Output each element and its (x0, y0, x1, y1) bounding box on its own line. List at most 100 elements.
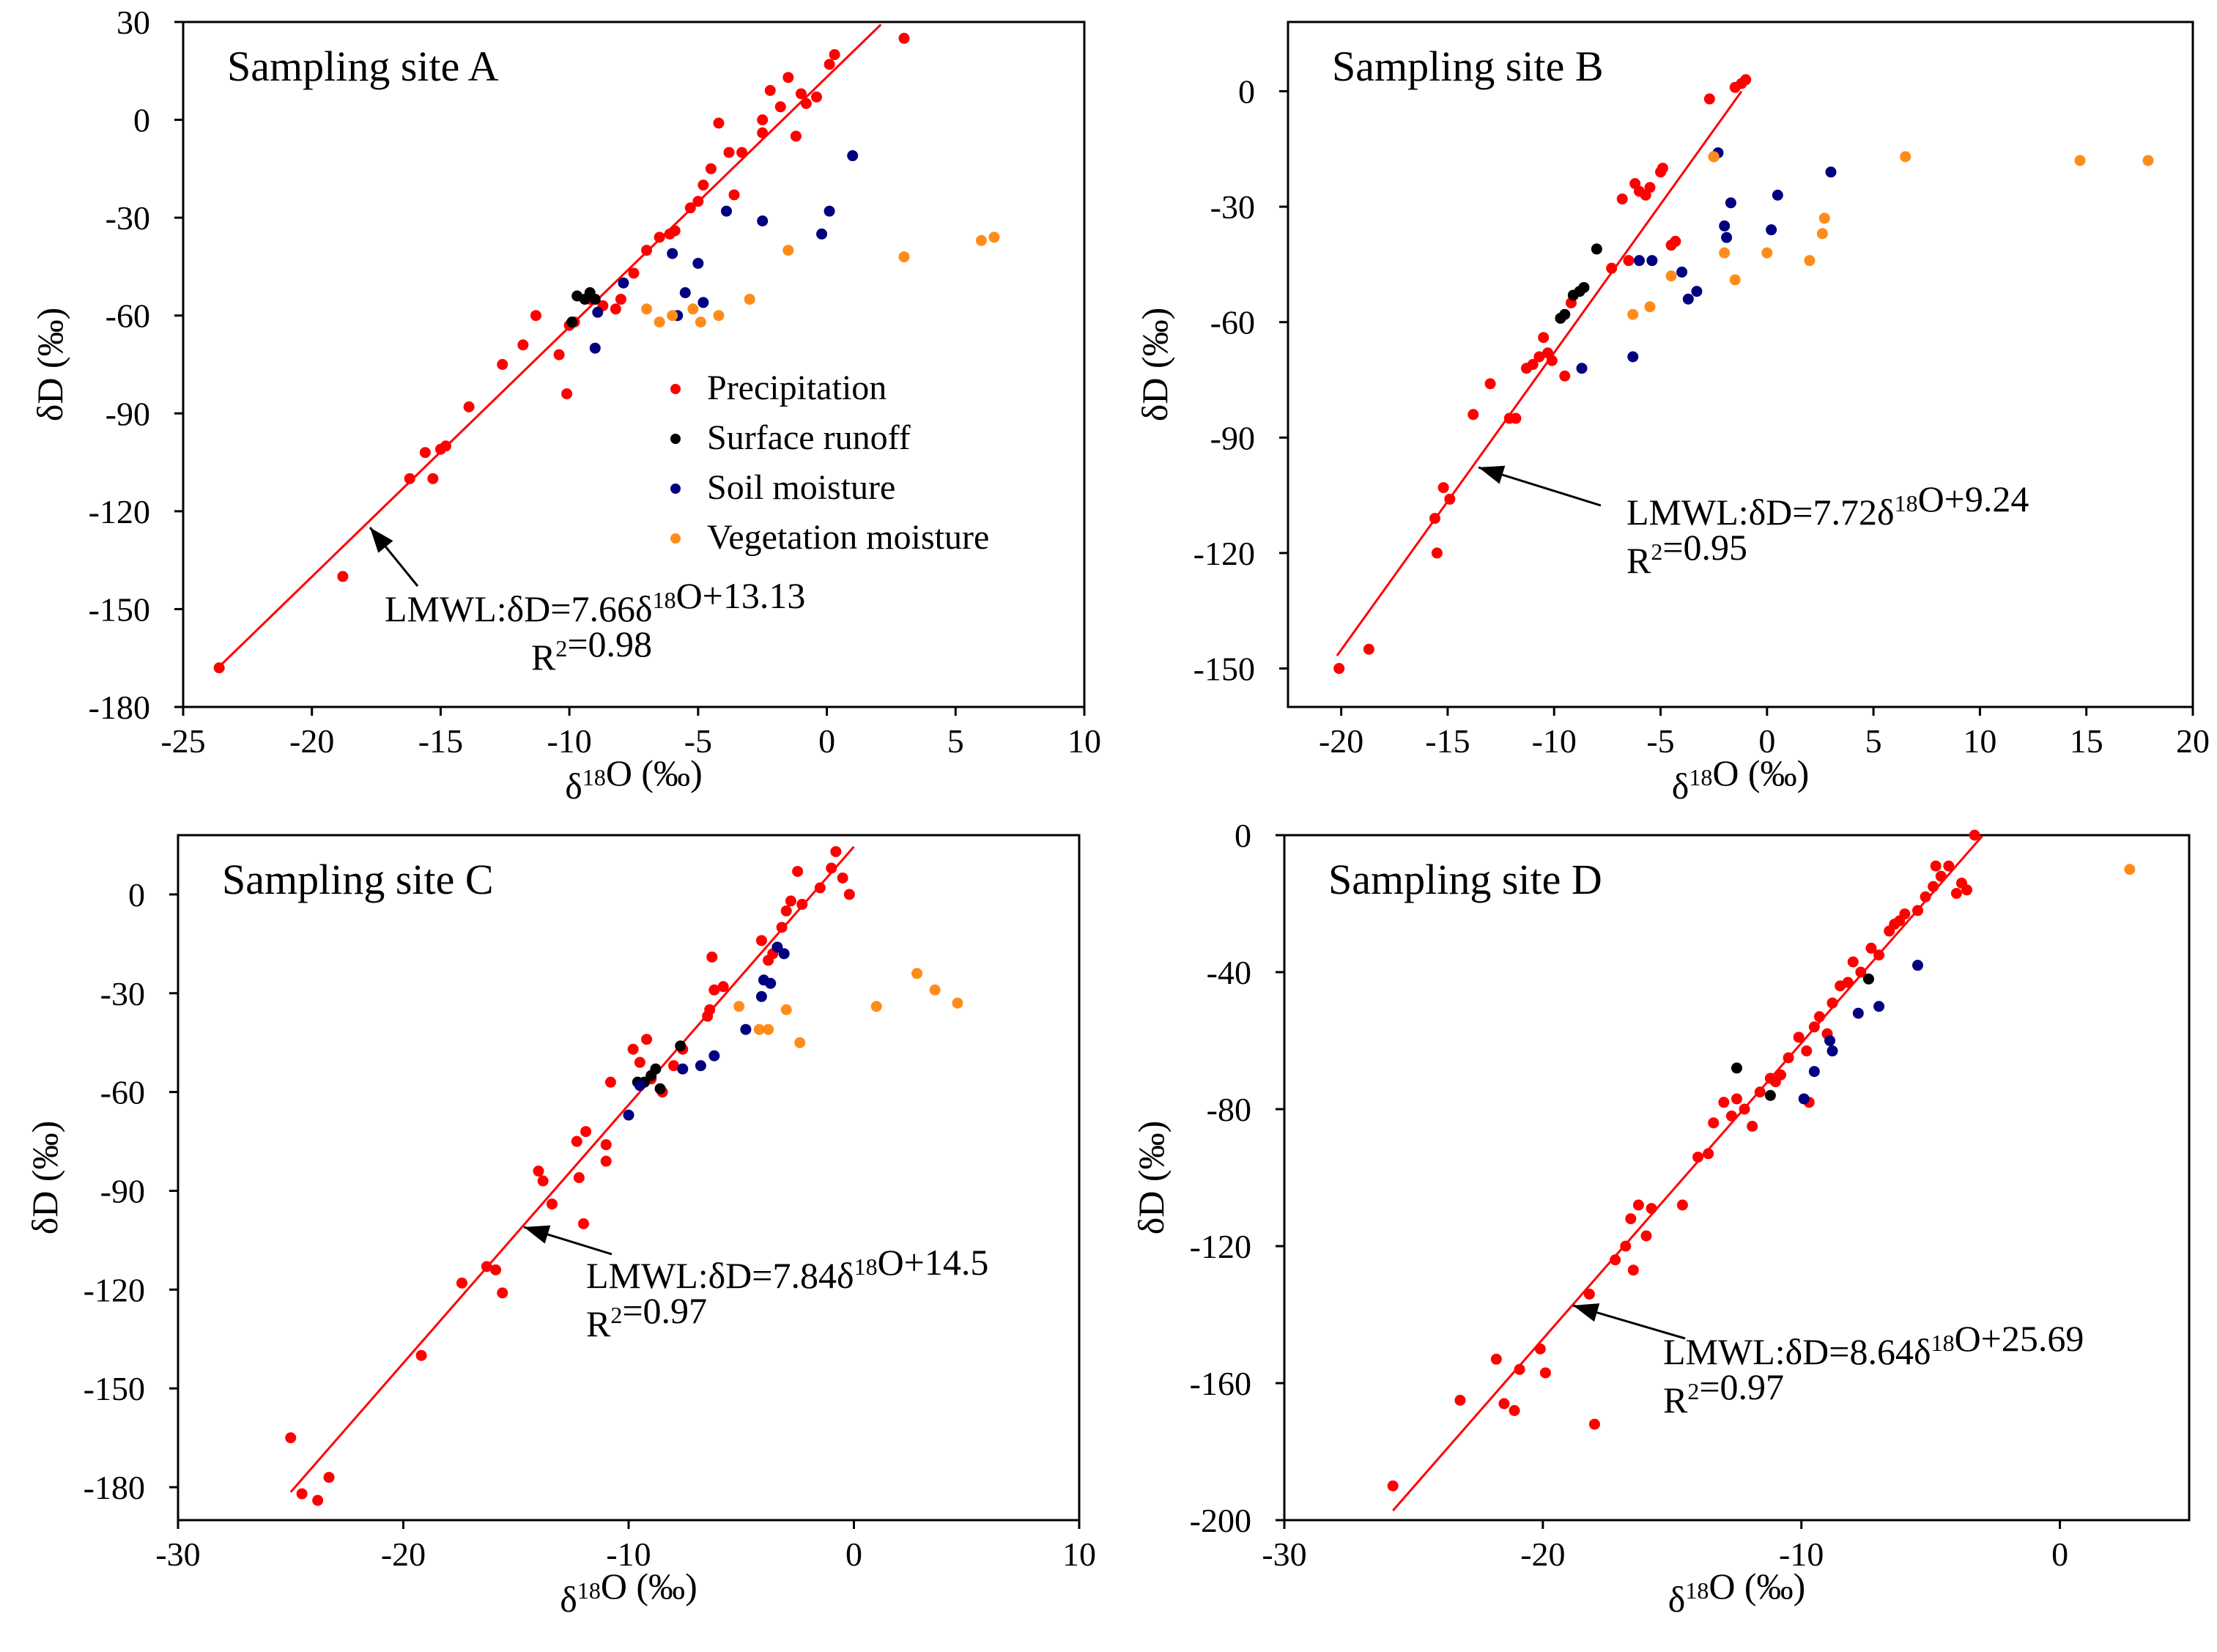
point-precipitation (1928, 881, 1939, 892)
panel-site-a: -25 -20 -15 -10 -5 0 5 10 30 0 -30 -60 -90 -120 -150 -1… (29, 4, 1101, 807)
y-axis-label: δD (‰) (29, 308, 70, 421)
point-soil-moisture (1873, 1001, 1885, 1012)
annotation-arrow-head (370, 527, 393, 553)
point-precipitation (668, 1060, 679, 1072)
point-precipitation (800, 97, 812, 109)
point-soil-moisture (1676, 266, 1688, 278)
point-precipitation (604, 1076, 616, 1088)
point-precipitation (296, 1488, 308, 1500)
point-precipitation (1961, 884, 1973, 896)
point-precipitation (1444, 493, 1456, 505)
point-vegetation-moisture (2124, 864, 2136, 875)
point-vegetation-moisture (1804, 255, 1816, 267)
point-precipitation (537, 1175, 549, 1187)
point-precipitation (1935, 870, 1947, 882)
x-tick-label: 0 (845, 1536, 862, 1573)
point-vegetation-moisture (782, 245, 794, 256)
point-vegetation-moisture (667, 310, 678, 322)
point-surface-runoff (566, 316, 578, 328)
point-vegetation-moisture (898, 251, 910, 263)
point-precipitation (736, 147, 748, 158)
point-vegetation-moisture (975, 234, 987, 246)
y-axis-label: δD (‰) (24, 1121, 65, 1234)
point-soil-moisture (1798, 1093, 1810, 1105)
y-tick-label: -90 (1210, 419, 1255, 456)
point-precipitation (1627, 1264, 1639, 1276)
y-axis-label: δD (‰) (1134, 308, 1175, 421)
point-precipitation (1718, 1097, 1730, 1108)
point-precipitation (782, 72, 794, 84)
point-soil-moisture (1912, 960, 1923, 971)
point-precipitation (1623, 255, 1635, 267)
point-precipitation (837, 872, 848, 884)
point-precipitation (1731, 1093, 1742, 1105)
point-precipitation (1740, 74, 1752, 86)
point-soil-moisture (740, 1023, 752, 1035)
point-precipitation (1538, 332, 1550, 344)
y-tick-label: -90 (106, 395, 150, 432)
point-precipitation (641, 245, 653, 256)
series-vegetation-moisture (2124, 864, 2136, 875)
point-vegetation-moisture (794, 1037, 806, 1048)
point-precipitation (1703, 1148, 1714, 1160)
lmwl-equation: LMWL:δD=7.66δ18O+13.13 (385, 575, 805, 629)
point-precipitation (792, 865, 804, 877)
point-precipitation (898, 32, 910, 44)
point-precipitation (1793, 1031, 1805, 1043)
point-precipitation (1813, 1011, 1825, 1023)
series-soil-moisture (623, 941, 790, 1121)
y-tick-label: -180 (89, 689, 150, 726)
point-precipitation (323, 1472, 335, 1484)
point-soil-moisture (618, 277, 629, 289)
point-precipitation (669, 225, 681, 237)
point-vegetation-moisture (654, 316, 665, 328)
y-tick-label: 0 (133, 102, 150, 139)
point-precipitation (285, 1432, 297, 1444)
point-precipitation (571, 1136, 582, 1147)
series-vegetation-moisture (733, 968, 963, 1048)
lmwl-line (289, 845, 855, 1493)
point-precipitation (1747, 1120, 1758, 1132)
x-axis-label: δ18O (‰) (1668, 1566, 1805, 1620)
point-soil-moisture (695, 1060, 706, 1072)
x-tick-label: -5 (684, 722, 712, 760)
series-precipitation (1387, 829, 1980, 1492)
series-soil-moisture (1576, 147, 1837, 374)
annotation-arrow-head (1573, 1303, 1600, 1322)
point-precipitation (456, 1277, 467, 1289)
y-tick-label: -150 (89, 590, 150, 628)
point-vegetation-moisture (753, 1023, 765, 1035)
lmwl-r2: R2=0.95 (1626, 527, 1747, 581)
point-precipitation (1703, 93, 1715, 105)
point-precipitation (1484, 378, 1496, 390)
series-soil-moisture (589, 150, 859, 354)
point-soil-moisture (816, 228, 828, 240)
lmwl-line (218, 23, 882, 668)
point-precipitation (1616, 193, 1628, 205)
point-vegetation-moisture (695, 316, 706, 328)
panel-site-b: -20 -15 -10 -5 0 5 10 15 20 0 -30 -60 -90 -120 -150 δ18… (1134, 21, 2210, 807)
point-precipitation (723, 147, 735, 158)
point-surface-runoff (1764, 1089, 1776, 1101)
point-precipitation (1454, 1394, 1466, 1406)
point-vegetation-moisture (1708, 151, 1720, 163)
point-precipitation (634, 1056, 645, 1068)
point-soil-moisture (679, 287, 691, 299)
plot-frame (1283, 834, 2191, 1522)
annotation-arrow-head (524, 1225, 551, 1244)
point-vegetation-moisture (1816, 228, 1828, 240)
y-tick-label: -200 (1190, 1502, 1251, 1539)
point-precipitation (213, 662, 225, 674)
y-tick-label: -120 (1190, 1228, 1251, 1265)
point-precipitation (600, 1155, 612, 1167)
y-tick-label: -40 (1207, 954, 1251, 991)
point-precipitation (546, 1198, 558, 1210)
point-precipitation (708, 984, 720, 996)
point-precipitation (1534, 1343, 1546, 1355)
point-precipitation (755, 935, 767, 947)
point-precipitation (1847, 956, 1859, 968)
y-axis-label: δD (‰) (1130, 1121, 1172, 1234)
y-tick-label: 30 (116, 4, 150, 41)
plot-frame (177, 834, 1081, 1522)
point-vegetation-moisture (1719, 247, 1731, 259)
